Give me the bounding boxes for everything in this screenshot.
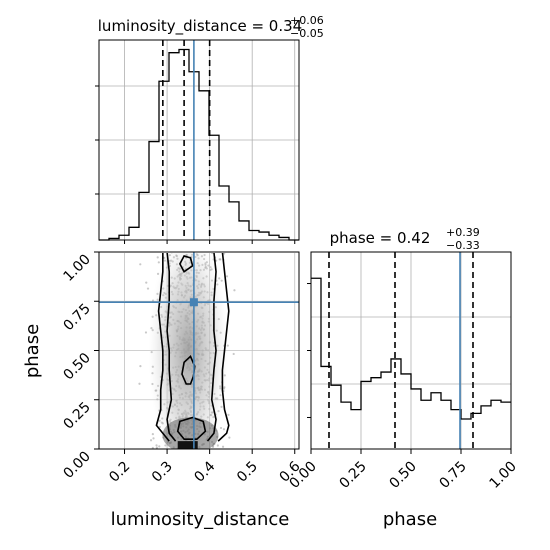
panel-histogram-phase: 0.00 0.25 0.50 0.75 1.00 [286, 251, 520, 492]
histogram-luminosity-distance [99, 48, 299, 241]
scatter-point [225, 275, 229, 278]
contour-line [206, 253, 217, 442]
scatter-point [138, 382, 141, 385]
x-tick-label: 0.4 [191, 458, 218, 485]
scatter-point [144, 331, 148, 334]
scatter-point [145, 281, 148, 284]
contour-line [181, 355, 196, 385]
contour-line [217, 253, 230, 442]
scatter-point [139, 365, 142, 368]
scatter-point [228, 436, 231, 439]
scatter-point [157, 261, 160, 264]
y-tick-label: 0.25 [60, 399, 93, 432]
scatter-point [149, 439, 153, 442]
scatter-point [216, 444, 219, 447]
panel-histogram-luminosity-distance [95, 39, 300, 244]
scatter-point [223, 253, 226, 255]
x-tick-label: 0.3 [149, 459, 176, 486]
x-axis-label-phase: phase [383, 509, 437, 530]
scatter-point [219, 258, 222, 261]
y-tick-label: 0.50 [60, 350, 93, 383]
y-axis-label-phase: phase [22, 324, 43, 378]
truth-marker [189, 298, 198, 307]
y-tick-label: 1.00 [60, 252, 93, 285]
scatter-point [151, 446, 154, 449]
x-tick-label: 0.5 [234, 459, 261, 486]
scatter-point [232, 352, 235, 356]
scatter-point [156, 256, 159, 259]
x-tick-label: 1.00 [486, 459, 519, 492]
x-axis-label-luminosity-distance: luminosity_distance [111, 509, 290, 530]
contour-line [166, 253, 177, 442]
x-tick-label: 0.50 [386, 459, 419, 492]
title-phase-sup: +0.39 [446, 226, 480, 239]
histogram-phase [311, 277, 511, 420]
title-luminosity-distance: luminosity_distance = 0.34 [98, 17, 302, 36]
title-phase-sub: −0.33 [446, 239, 480, 252]
scatter-point [233, 289, 236, 292]
scatter-point [155, 446, 158, 449]
scatter-point [152, 437, 155, 440]
panel-frame [98, 39, 300, 241]
x-tick-label: 0.75 [436, 459, 469, 492]
contour-line [155, 253, 170, 442]
scatter-point [221, 445, 225, 448]
contour-line [178, 254, 194, 273]
density-peak [177, 441, 198, 449]
scatter-point [219, 426, 223, 430]
y-tick-label: 0.00 [60, 449, 93, 482]
scatter-point [220, 279, 223, 282]
title-luminosity-distance-sub: −0.05 [290, 27, 324, 40]
title-luminosity-distance-sup: +0.06 [290, 14, 324, 27]
y-tick-label: 0.75 [60, 301, 93, 334]
scatter-point [222, 428, 226, 431]
scatter-point [146, 287, 150, 290]
scatter-point [151, 433, 154, 436]
scatter-content [99, 253, 299, 449]
scatter-point [227, 413, 230, 416]
scatter-point [155, 444, 158, 447]
x-tick-label: 0.25 [336, 459, 369, 492]
scatter-point [158, 445, 161, 448]
scatter-point [139, 263, 142, 266]
x-tick-label: 0.2 [106, 459, 133, 486]
panel-2d-luminosity-distance-vs-phase: 0.2 0.3 0.4 0.5 0.60.000.250.500.751.00 [60, 251, 304, 486]
contour-line [176, 416, 207, 440]
title-phase: phase = 0.42 [330, 229, 431, 247]
